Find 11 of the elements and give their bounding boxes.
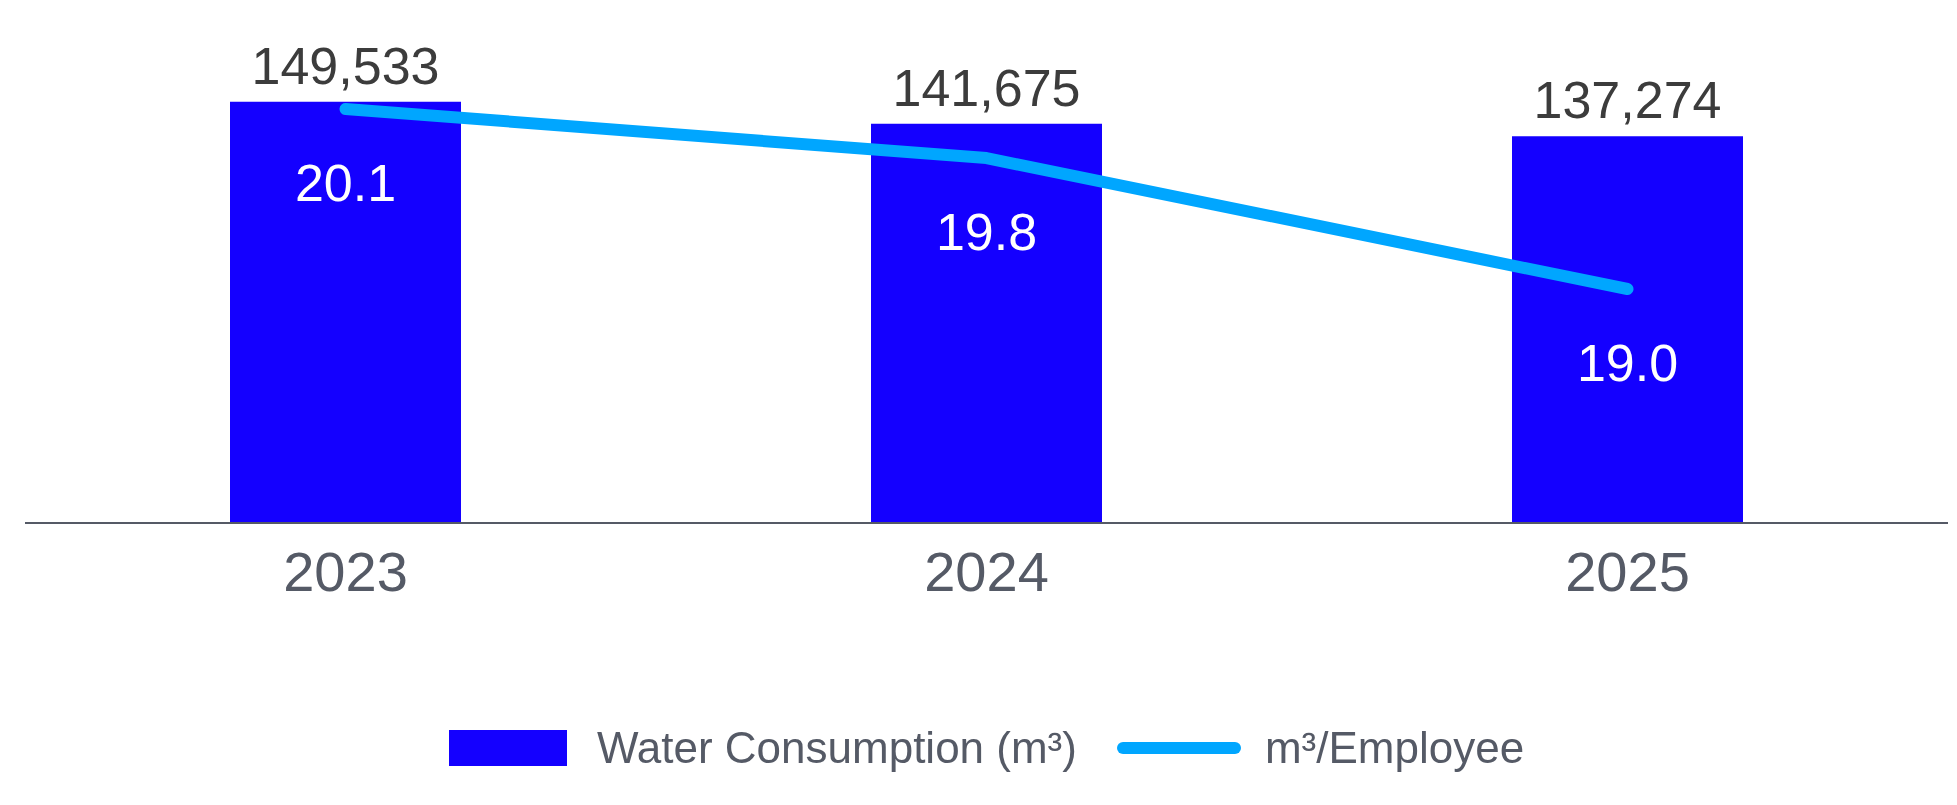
data-label: 19.8	[935, 203, 1038, 262]
data-label: 137,274	[1533, 71, 1722, 130]
data-label: 141,675	[892, 58, 1081, 117]
data-label: 149,533	[251, 36, 440, 95]
data-label: 19.0	[1576, 334, 1679, 392]
legend-label: Water Consumption (m³)	[596, 723, 1077, 773]
x-tick-label: 2023	[283, 539, 408, 603]
legend-label: m³/Employee	[1264, 723, 1525, 773]
x-tick-label: 2024	[924, 539, 1049, 603]
data-label: 20.1	[294, 154, 397, 212]
x-tick-label: 2025	[1565, 539, 1690, 603]
